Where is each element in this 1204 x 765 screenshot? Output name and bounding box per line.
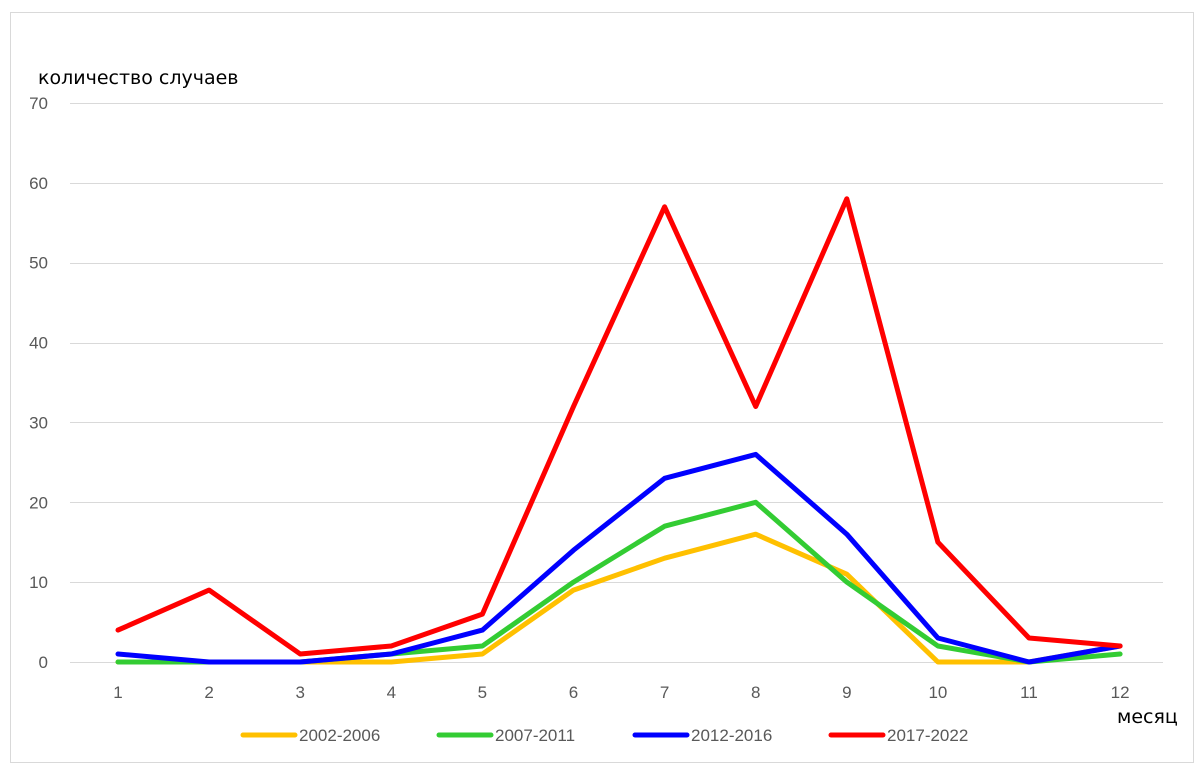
chart-frame bbox=[10, 12, 1194, 763]
y-tick-label: 40 bbox=[29, 334, 48, 353]
x-axis-ticks: 1 2 3 4 5 6 7 8 9 10 11 12 bbox=[113, 683, 1129, 702]
x-axis-title: месяц bbox=[1117, 706, 1178, 728]
y-tick-label: 60 bbox=[29, 174, 48, 193]
y-tick-label: 50 bbox=[29, 254, 48, 273]
x-tick-label: 10 bbox=[928, 683, 947, 702]
series-line-2017-2022 bbox=[115, 196, 1123, 657]
x-tick-label: 5 bbox=[478, 683, 487, 702]
legend-label: 2012-2016 bbox=[691, 726, 772, 745]
x-tick-label: 1 bbox=[113, 683, 122, 702]
x-tick-label: 3 bbox=[295, 683, 304, 702]
series-line-2012-2016 bbox=[115, 451, 1123, 665]
y-tick-label: 0 bbox=[39, 653, 48, 672]
legend-label: 2002-2006 bbox=[299, 726, 380, 745]
gridlines bbox=[70, 103, 1163, 663]
x-tick-label: 7 bbox=[660, 683, 669, 702]
y-axis-ticks: 0 10 20 30 40 50 60 70 bbox=[29, 94, 48, 672]
y-tick-label: 70 bbox=[29, 94, 48, 113]
x-tick-label: 11 bbox=[1020, 683, 1038, 702]
legend-label: 2007-2011 bbox=[495, 726, 575, 745]
legend-label: 2017-2022 bbox=[887, 726, 968, 745]
x-tick-label: 8 bbox=[751, 683, 760, 702]
x-tick-label: 4 bbox=[387, 683, 396, 702]
y-tick-label: 10 bbox=[29, 573, 48, 592]
y-tick-label: 30 bbox=[29, 413, 48, 432]
y-axis-title: количество случаев bbox=[38, 67, 238, 89]
legend: 2002-2006 2007-2011 2012-2016 2017-2022 bbox=[240, 726, 968, 745]
x-tick-label: 6 bbox=[569, 683, 578, 702]
x-tick-label: 12 bbox=[1111, 683, 1130, 702]
y-tick-label: 20 bbox=[29, 493, 48, 512]
x-tick-label: 2 bbox=[204, 683, 213, 702]
series-lines bbox=[115, 196, 1123, 665]
x-tick-label: 9 bbox=[842, 683, 851, 702]
